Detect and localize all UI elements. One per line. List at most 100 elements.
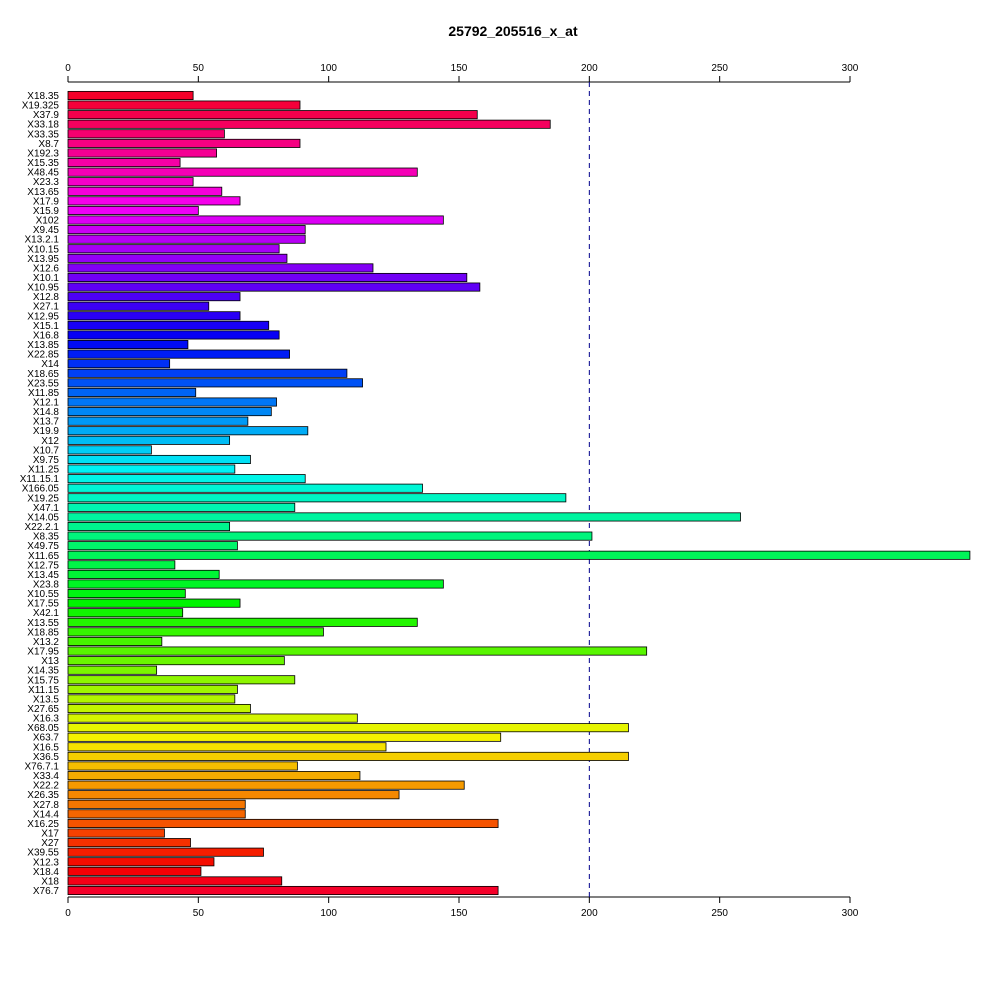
category-label: X36.5: [33, 752, 60, 763]
category-label: X27.8: [33, 800, 60, 811]
category-label: X13.2.1: [25, 235, 60, 246]
category-label: X19.25: [27, 493, 59, 504]
bar-X76.7: [67, 885, 499, 896]
bar-X10.55: [67, 589, 186, 599]
bar-X23.55: [67, 378, 363, 388]
bar-X12: [67, 435, 231, 445]
bar-X27.65: [67, 703, 251, 714]
category-label: X16.8: [33, 330, 60, 341]
bar-X11.15: [67, 684, 238, 694]
category-label: X23.55: [27, 378, 59, 389]
bottom-axis-tick-label: 300: [842, 908, 859, 919]
bar-X12.3: [67, 857, 215, 867]
bar-X68.05: [67, 723, 629, 733]
category-label: X18: [41, 876, 59, 887]
bar-X63.7: [67, 732, 502, 742]
bar-X13.45: [67, 569, 220, 579]
bar-X12.75: [67, 560, 176, 570]
bar-X23.3: [67, 177, 194, 187]
category-label: X17.55: [27, 599, 59, 610]
bar-X166.05: [67, 483, 423, 493]
category-label: X39.55: [27, 848, 59, 859]
bar-X16.25: [67, 818, 499, 828]
bar-X14.35: [67, 665, 158, 675]
category-label: X33.4: [33, 771, 60, 782]
bar-X9.75: [67, 454, 251, 464]
bar-X33.18: [67, 119, 551, 129]
bar-X15.35: [67, 158, 181, 168]
bar-X13.2: [67, 636, 163, 646]
bar-X22.85: [67, 349, 290, 359]
category-label: X63.7: [33, 733, 60, 744]
bar-X18.65: [67, 368, 348, 378]
bar-X14.8: [67, 407, 272, 417]
bar-X18.35: [67, 90, 194, 101]
category-label: X47.1: [33, 503, 60, 514]
category-label: X12.75: [27, 560, 59, 571]
category-label: X13.2: [33, 637, 60, 648]
category-label: X11.15: [28, 685, 59, 696]
category-label: X68.05: [27, 723, 59, 734]
category-label: X17.9: [33, 196, 60, 207]
category-label: X12.95: [27, 311, 59, 322]
category-label: X16.5: [33, 742, 60, 753]
category-label: X8.35: [33, 532, 60, 543]
bottom-axis-tick-label: 150: [451, 908, 468, 919]
bar-X15.1: [67, 320, 270, 330]
bar-X10.7: [67, 445, 152, 455]
bar-X33.4: [67, 771, 361, 781]
category-label: X27.65: [27, 704, 59, 715]
bar-X49.75: [67, 541, 238, 551]
bar-X47.1: [67, 502, 296, 512]
bar-X14.4: [67, 809, 246, 819]
bar-X102: [67, 215, 444, 225]
category-label: X10.7: [33, 445, 60, 456]
category-label: X10.15: [27, 244, 59, 255]
category-label: X23.8: [33, 579, 60, 590]
category-label: X11.65: [28, 551, 59, 562]
bar-X19.325: [67, 100, 301, 110]
bar-X14: [67, 359, 171, 369]
bar-X13.65: [67, 186, 223, 196]
top-axis-tick-label: 200: [581, 63, 598, 74]
category-label: X76.7.1: [25, 761, 60, 772]
category-label: X8.7: [38, 139, 59, 150]
bar-X16.5: [67, 742, 387, 752]
category-label: X49.75: [27, 541, 59, 552]
category-label: X19.9: [33, 426, 60, 437]
category-label: X27: [41, 838, 59, 849]
bar-X13.55: [67, 617, 418, 627]
category-label: X19.325: [22, 101, 60, 112]
category-label: X13.65: [27, 187, 59, 198]
category-label: X42.1: [33, 608, 60, 619]
bar-X18: [67, 876, 283, 886]
bar-X17.95: [67, 646, 648, 656]
bar-X17: [67, 828, 165, 838]
bar-X17.9: [67, 196, 241, 206]
category-label: X22.85: [27, 350, 59, 361]
bar-X13.95: [67, 253, 288, 263]
top-axis-tick-label: 150: [451, 63, 468, 74]
category-label: X12: [41, 436, 59, 447]
category-label: X18.4: [33, 867, 60, 878]
category-label: X9.45: [33, 225, 60, 236]
category-label: X12.3: [33, 857, 60, 868]
bar-X48.45: [67, 167, 418, 177]
bar-X37.9: [67, 110, 478, 120]
category-label: X18.85: [27, 627, 59, 638]
axes: 0 50 100 150 200 250 300 0 50 100 150 200 250 300: [65, 63, 859, 919]
category-label: X37.9: [33, 110, 60, 121]
bottom-axis-tick-label: 0: [65, 908, 71, 919]
category-label: X192.3: [27, 148, 59, 159]
bar-X12.8: [67, 292, 241, 302]
category-label: X17: [41, 829, 59, 840]
bar-X13.85: [67, 340, 189, 350]
bar-X22.2: [67, 780, 465, 790]
category-label: X14.4: [33, 809, 60, 820]
bar-X8.7: [67, 138, 301, 148]
category-label: X13.95: [27, 254, 59, 265]
bar-X11.15.1: [67, 474, 306, 484]
bar-X19.9: [67, 426, 309, 436]
bar-X27: [67, 838, 191, 848]
bar-X27.1: [67, 301, 210, 311]
